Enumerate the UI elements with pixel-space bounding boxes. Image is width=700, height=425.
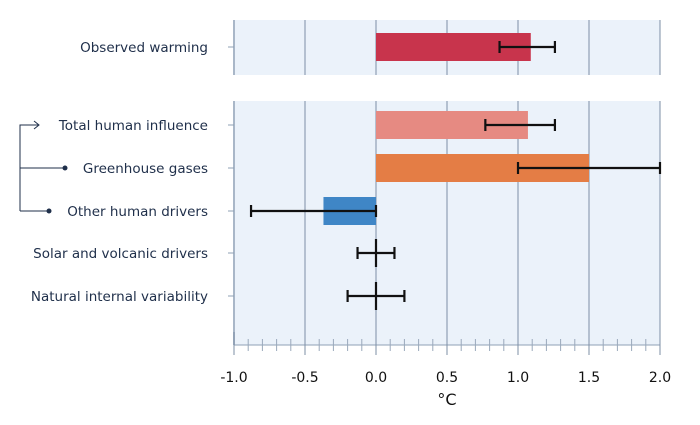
category-label: Greenhouse gases (83, 161, 208, 177)
bracket-connector (19, 120, 68, 214)
category-label: Other human drivers (67, 204, 208, 220)
category-label: Total human influence (58, 118, 208, 134)
x-tick-label: 2.0 (649, 370, 671, 386)
x-tick-label: 1.5 (578, 370, 600, 386)
category-label: Solar and volcanic drivers (33, 246, 208, 262)
category-label: Natural internal variability (31, 289, 208, 305)
x-tick-label: 0.5 (436, 370, 458, 386)
x-tick-label: 1.0 (507, 370, 529, 386)
x-axis-label: °C (437, 390, 456, 409)
x-tick-label: -0.5 (291, 370, 318, 386)
bullet-icon (62, 165, 68, 171)
x-tick-label: 0.0 (365, 370, 387, 386)
arrow-icon (33, 120, 40, 130)
bullet-icon (46, 208, 52, 214)
x-tick-label: -1.0 (220, 370, 247, 386)
category-label: Observed warming (80, 40, 208, 56)
bracket-line (19, 124, 38, 211)
